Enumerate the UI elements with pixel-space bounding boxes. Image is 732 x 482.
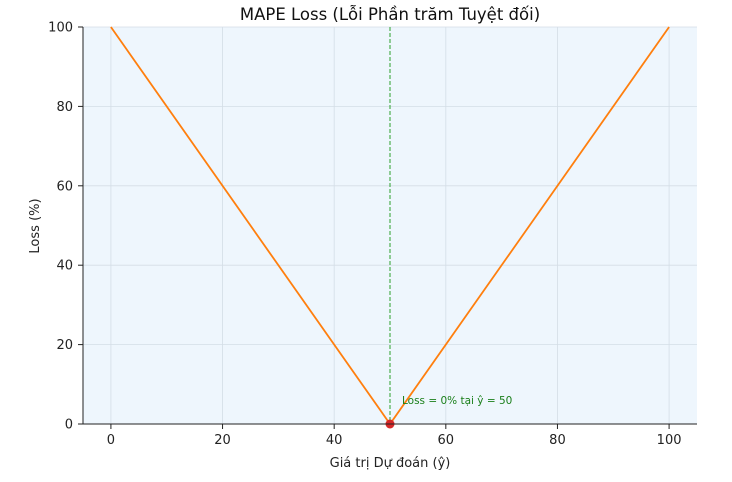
y-tick-label: 100	[48, 21, 73, 36]
x-axis-title: Giá trị Dự đoán (ŷ)	[330, 456, 451, 471]
minimum-annotation: Loss = 0% tại ŷ = 50	[402, 395, 512, 407]
y-tick-label: 40	[56, 259, 73, 274]
axes	[82, 27, 697, 425]
y-axis-title: Loss (%)	[28, 198, 43, 253]
x-tick-label: 40	[326, 433, 343, 448]
y-tick-label: 0	[65, 418, 73, 433]
x-tick-label: 60	[438, 433, 455, 448]
chart-title: MAPE Loss (Lỗi Phần trăm Tuyệt đối)	[240, 5, 540, 24]
y-tick-label: 20	[56, 338, 73, 353]
y-tick-label: 60	[56, 179, 73, 194]
x-tick-label: 100	[657, 433, 682, 448]
x-tick-label: 20	[214, 433, 231, 448]
x-tick-label: 0	[107, 433, 115, 448]
x-tick-label: 80	[549, 433, 566, 448]
ticks: 0 20 40 60 80 100 0 20 40 60 80 100	[48, 21, 681, 449]
y-tick-label: 80	[56, 100, 73, 115]
